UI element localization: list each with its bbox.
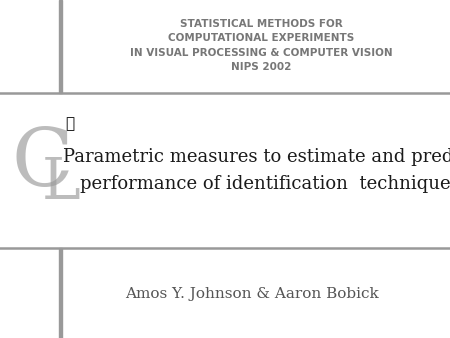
Text: L: L bbox=[41, 154, 80, 211]
Bar bbox=[59, 0, 62, 93]
Bar bbox=[59, 248, 62, 338]
Text: Parametric measures to estimate and predict: Parametric measures to estimate and pred… bbox=[63, 148, 450, 166]
Text: Amos Y. Johnson & Aaron Bobick: Amos Y. Johnson & Aaron Bobick bbox=[125, 287, 379, 301]
Text: C: C bbox=[12, 125, 73, 203]
Text: STATISTICAL METHODS FOR
COMPUTATIONAL EXPERIMENTS
IN VISUAL PROCESSING & COMPUTE: STATISTICAL METHODS FOR COMPUTATIONAL EX… bbox=[130, 19, 392, 72]
Text: performance of identification  techniques: performance of identification techniques bbox=[80, 175, 450, 193]
Text: 🐝: 🐝 bbox=[65, 116, 74, 131]
